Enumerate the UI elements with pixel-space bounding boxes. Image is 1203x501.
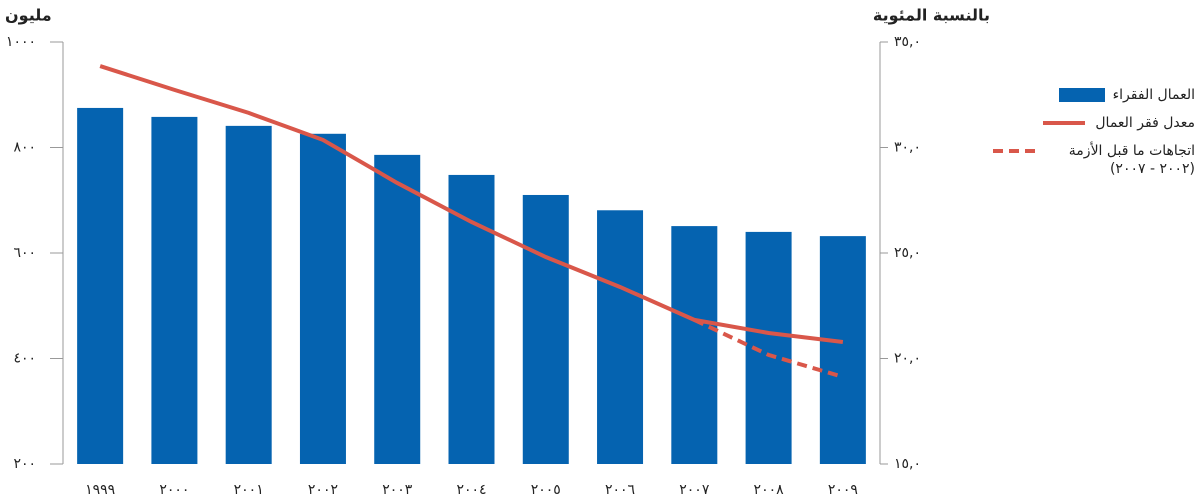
x-tick-label: ٢٠٠٢ xyxy=(308,482,338,498)
y-tick-label: ٢٠٠ xyxy=(13,456,36,472)
y2-tick-label: ٢٠,٠ xyxy=(894,351,921,367)
bar xyxy=(225,125,272,464)
y-axis-label: مليون xyxy=(5,6,52,25)
y2-tick-label: ٢٥,٠ xyxy=(894,245,921,261)
y-tick-label: ١٠٠٠ xyxy=(6,34,36,50)
x-tick-label: ٢٠٠٥ xyxy=(531,482,561,498)
legend-item: اتجاهات ما قبل الأزمة (٢٠٠٢ - ٢٠٠٧) xyxy=(965,142,1195,178)
y-tick-label: ٦٠٠ xyxy=(13,245,36,261)
legend-label: معدل فقر العمال xyxy=(1095,115,1195,131)
x-tick-label: ٢٠٠٨ xyxy=(754,482,785,498)
y2-axis-label: بالنسبة المئوية xyxy=(873,6,990,25)
bar xyxy=(448,174,495,464)
legend-swatch xyxy=(993,149,1035,153)
legend-swatch-bar xyxy=(1058,88,1105,102)
bar xyxy=(151,116,198,464)
x-tick-label: ١٩٩٩ xyxy=(85,482,115,498)
y-tick-label: ٤٠٠ xyxy=(13,351,36,367)
trend-line xyxy=(693,318,844,379)
legend-swatch xyxy=(1058,88,1105,102)
bar xyxy=(671,226,718,464)
legend-swatch xyxy=(1043,121,1086,125)
x-tick-label: ٢٠٠٠ xyxy=(159,482,189,498)
y2-tick-label: ١٥,٠ xyxy=(894,456,921,472)
legend-item: العمال الفقراء xyxy=(965,86,1195,104)
legend-label: اتجاهات ما قبل الأزمة (٢٠٠٢ - ٢٠٠٧) xyxy=(1068,143,1195,177)
bar xyxy=(299,133,346,464)
x-tick-label: ٢٠٠١ xyxy=(234,482,264,498)
bar xyxy=(522,194,569,464)
x-tick-label: ٢٠٠٣ xyxy=(382,482,413,498)
legend: العمال الفقراء معدل فقر العمال اتجاهات ما … xyxy=(965,86,1195,188)
y2-tick-label: ٣٠,٠ xyxy=(894,140,921,156)
bar xyxy=(819,236,866,464)
x-tick-label: ٢٠٠٩ xyxy=(828,482,858,498)
x-tick-label: ٢٠٠٧ xyxy=(679,482,710,498)
x-tick-label: ٢٠٠٤ xyxy=(456,482,486,498)
bar xyxy=(597,210,644,464)
legend-label: العمال الفقراء xyxy=(1112,87,1195,103)
bar xyxy=(77,107,124,464)
y-tick-label: ٨٠٠ xyxy=(13,140,36,156)
line xyxy=(99,64,844,345)
bar xyxy=(374,154,421,464)
y2-tick-label: ٣٥,٠ xyxy=(894,34,921,50)
legend-item: معدل فقر العمال xyxy=(965,114,1195,132)
x-tick-label: ٢٠٠٦ xyxy=(605,482,635,498)
